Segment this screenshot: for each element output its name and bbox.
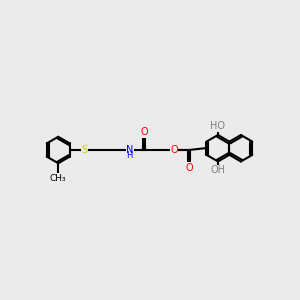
- Text: OH: OH: [210, 165, 225, 175]
- Text: O: O: [185, 163, 193, 172]
- Text: S: S: [82, 145, 88, 155]
- Text: H: H: [127, 151, 133, 160]
- Text: HO: HO: [210, 121, 225, 131]
- Text: O: O: [170, 145, 178, 155]
- Text: N: N: [126, 145, 134, 155]
- Text: O: O: [140, 128, 148, 137]
- Text: CH₃: CH₃: [50, 174, 67, 183]
